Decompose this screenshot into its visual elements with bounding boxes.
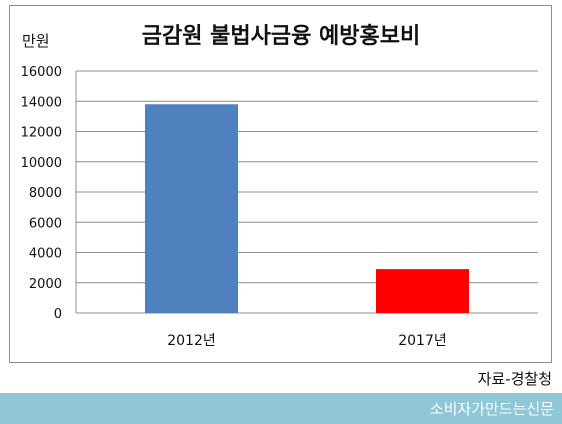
y-tick-label: 6000	[29, 216, 62, 231]
y-tick-label: 16000	[21, 65, 62, 80]
y-axis-unit-label: 만원	[22, 32, 50, 50]
chart-title: 금감원 불법사금융 예방홍보비	[141, 24, 421, 49]
bar	[145, 104, 238, 314]
publisher-name: 소비자가만드는신문	[429, 400, 554, 418]
source-note: 자료-경찰청	[477, 370, 552, 388]
x-category-label: 2012년	[167, 333, 216, 349]
y-tick-label: 4000	[29, 247, 62, 262]
bar	[376, 269, 469, 313]
y-tick-label: 14000	[21, 95, 62, 110]
footer-bar: 소비자가만드는신문	[0, 393, 562, 424]
y-tick-label: 12000	[21, 126, 62, 141]
y-tick-label: 2000	[29, 277, 62, 292]
x-category-label: 2017년	[398, 333, 447, 349]
y-tick-label: 0	[54, 307, 62, 322]
y-tick-label: 10000	[21, 156, 62, 171]
y-tick-label: 8000	[29, 186, 62, 201]
